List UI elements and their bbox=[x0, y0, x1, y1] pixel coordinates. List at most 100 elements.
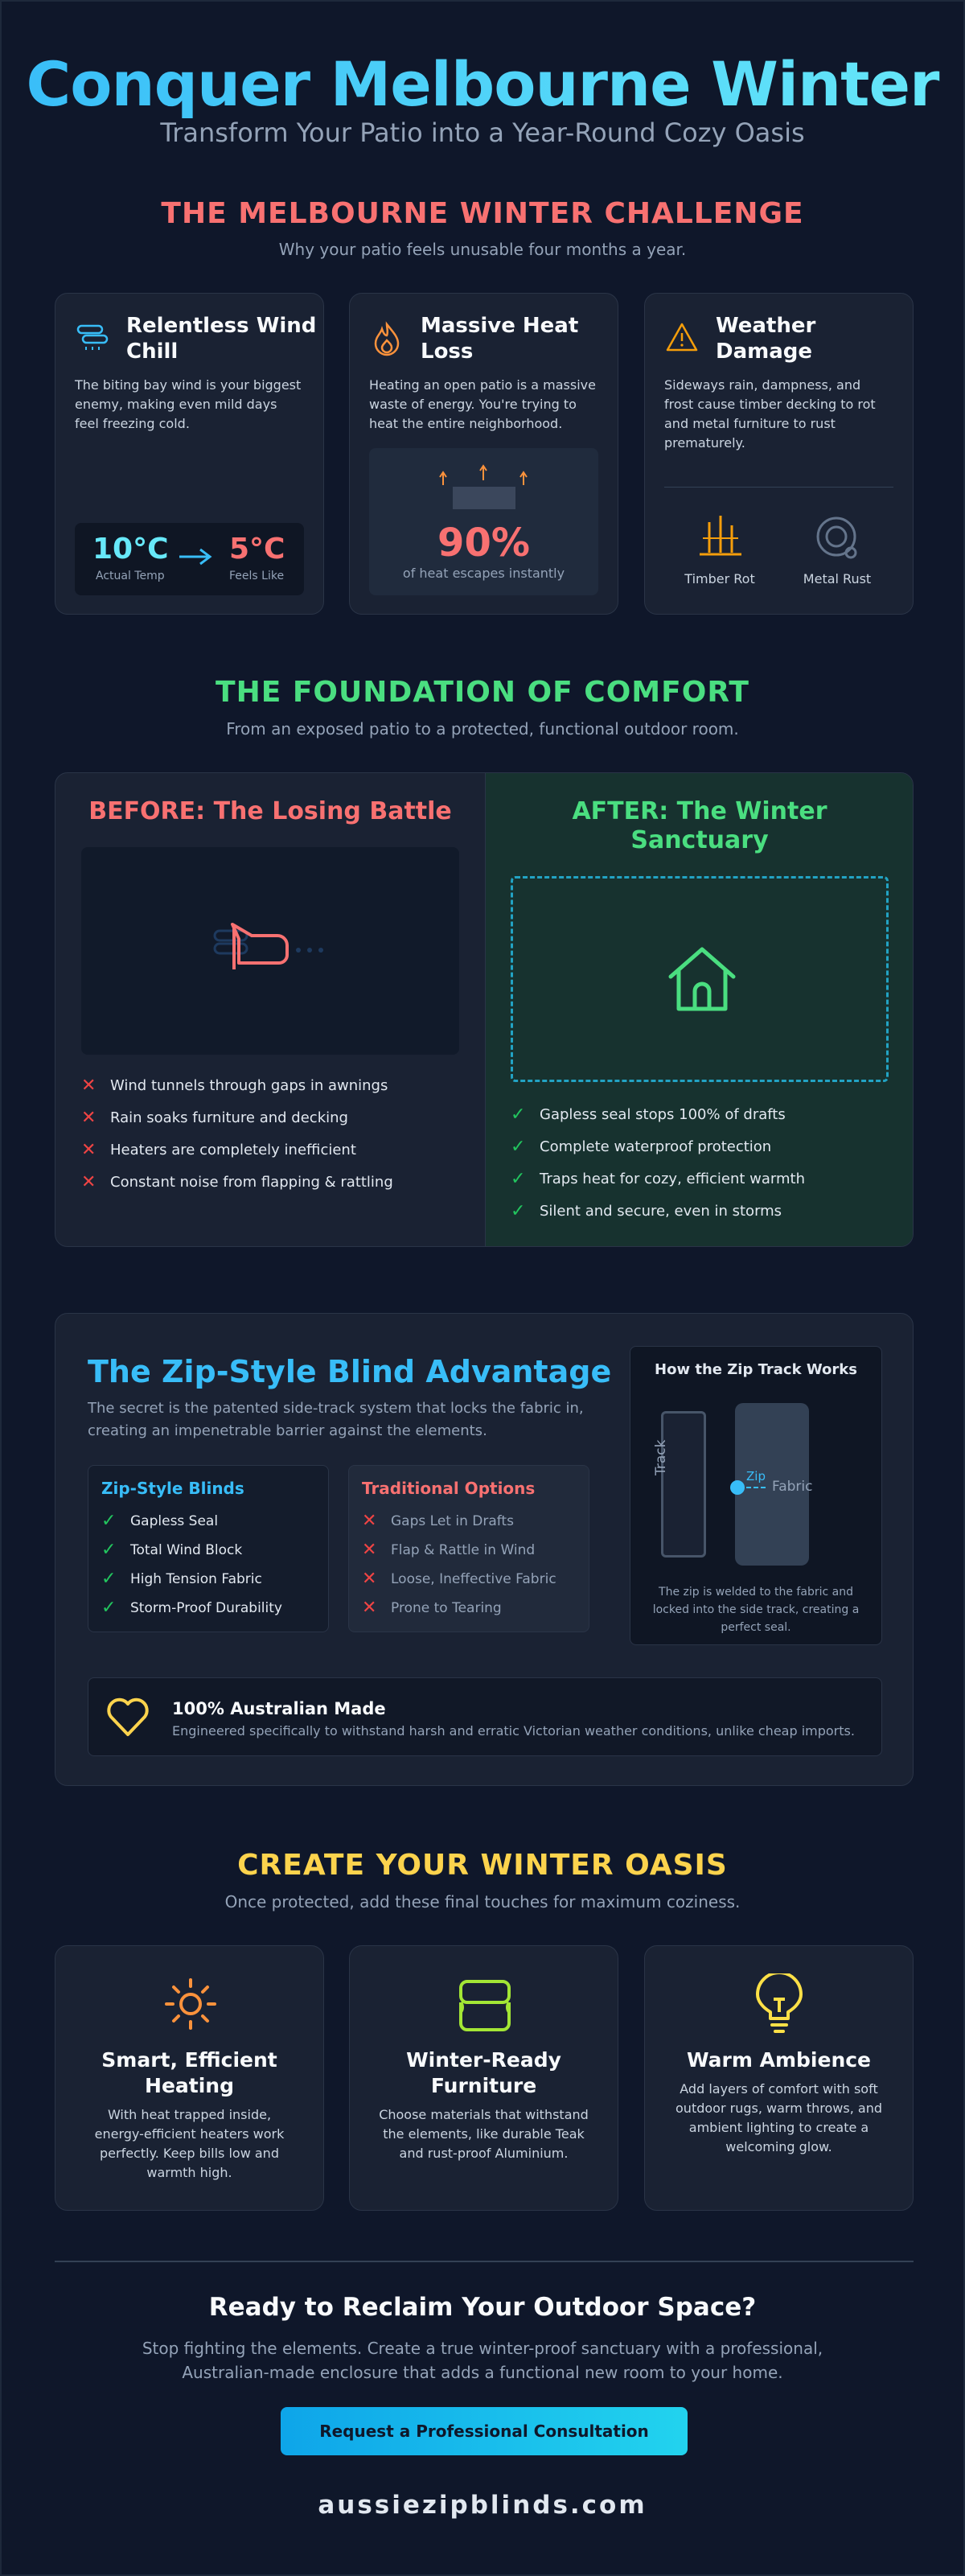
after-item: ✓ Complete waterproof protection bbox=[511, 1137, 772, 1157]
zip-item: ✓ Gapless Seal bbox=[101, 1511, 219, 1531]
after-title: AFTER: The Winter Sanctuary bbox=[572, 797, 827, 854]
trad-item: ✕ Loose, Ineffective Fabric bbox=[362, 1569, 556, 1589]
zip-style-list: Zip-Style Blinds ✓ Gapless Seal ✓ Total Wi… bbox=[88, 1465, 329, 1632]
warning-icon bbox=[666, 323, 698, 352]
wind-icon bbox=[76, 324, 109, 350]
temp-comparison: 10°C Actual Temp 5°C Feels Like bbox=[75, 523, 304, 595]
card-text: The biting bay wind is your biggest enemy… bbox=[75, 377, 302, 431]
oasis-subtitle: Once protected, add these final touches … bbox=[224, 1892, 741, 1911]
after-item: ✓ Silent and secure, even in storms bbox=[511, 1201, 782, 1221]
check-icon: ✓ bbox=[101, 1598, 117, 1618]
cta-text: Stop fighting the elements. Create a tru… bbox=[142, 2339, 823, 2382]
hero-subtitle: Transform Your Patio into a Year-Round C… bbox=[160, 117, 805, 148]
card-title: Relentless Wind Chill bbox=[126, 314, 317, 364]
zip-item: ✓ Storm-Proof Durability bbox=[101, 1598, 282, 1618]
heat-stat-box: 90% of heat escapes instantly bbox=[369, 448, 598, 595]
zip-connector bbox=[746, 1487, 766, 1488]
sun-icon bbox=[165, 1978, 216, 2030]
track-diagram-title: How the Zip Track Works bbox=[655, 1361, 857, 1378]
wind-chill-card: Relentless Wind Chill The biting bay wind… bbox=[55, 293, 324, 615]
x-icon: ✕ bbox=[81, 1172, 96, 1192]
heating-card: Smart, Efficient Heating With heat trappe… bbox=[55, 1945, 324, 2211]
heat-loss-stat: 90% bbox=[437, 521, 530, 566]
check-icon: ✓ bbox=[101, 1540, 117, 1560]
check-icon: ✓ bbox=[101, 1569, 117, 1589]
cta-title: Ready to Reclaim Your Outdoor Space? bbox=[208, 2293, 757, 2322]
trad-item: ✕ Gaps Let in Drafts bbox=[362, 1511, 514, 1531]
zip-dot bbox=[730, 1480, 745, 1495]
zip-label: Zip bbox=[746, 1469, 766, 1483]
furniture-card: Winter-Ready Furniture Choose materials t… bbox=[349, 1945, 618, 2211]
check-icon: ✓ bbox=[101, 1511, 117, 1531]
website-domain[interactable]: aussiezipblinds.com bbox=[318, 2491, 647, 2520]
x-icon: ✕ bbox=[362, 1598, 377, 1618]
after-illustration bbox=[511, 876, 889, 1082]
card-title: Winter-Ready Furniture bbox=[406, 2048, 561, 2097]
arrow-right-icon bbox=[179, 548, 212, 566]
before-after-panel: BEFORE: The Losing Battle ✕ Wind tunnels … bbox=[55, 772, 914, 1247]
hero-title: Conquer Melbourne Winter bbox=[2, 48, 963, 120]
feels-like-temp: 5°C bbox=[229, 533, 285, 566]
advantage-text: The secret is the patented side-track sy… bbox=[88, 1400, 584, 1439]
x-icon: ✕ bbox=[81, 1140, 96, 1160]
before-item: ✕ Rain soaks furniture and decking bbox=[81, 1108, 348, 1128]
track-shape bbox=[661, 1411, 706, 1558]
x-icon: ✕ bbox=[81, 1108, 96, 1128]
check-icon: ✓ bbox=[511, 1137, 526, 1157]
zip-item: ✓ High Tension Fabric bbox=[101, 1569, 262, 1589]
advantage-title: The Zip-Style Blind Advantage bbox=[88, 1354, 612, 1389]
card-title: Smart, Efficient Heating bbox=[101, 2048, 277, 2097]
track-caption: The zip is welded to the fabric and locke… bbox=[652, 1586, 860, 1634]
before-item: ✕ Heaters are completely inefficient bbox=[81, 1140, 356, 1160]
house-icon bbox=[668, 947, 736, 1011]
card-title: Warm Ambience bbox=[686, 2048, 872, 2072]
heat-loss-card: Massive Heat Loss Heating an open patio i… bbox=[349, 293, 618, 615]
australian-made-banner: 100% Australian Made Engineered specific… bbox=[88, 1677, 882, 1756]
traditional-list: Traditional Options ✕ Gaps Let in Drafts … bbox=[348, 1465, 589, 1632]
fabric-label: Fabric bbox=[772, 1479, 813, 1495]
before-title: BEFORE: The Losing Battle bbox=[88, 797, 452, 825]
heat-escape-icon bbox=[439, 464, 528, 509]
australian-made-title: 100% Australian Made bbox=[172, 1699, 386, 1718]
section-divider bbox=[55, 2261, 914, 2262]
check-icon: ✓ bbox=[511, 1105, 526, 1125]
challenge-title: THE MELBOURNE WINTER CHALLENGE bbox=[161, 197, 804, 230]
zip-list-title: Zip-Style Blinds bbox=[101, 1479, 244, 1498]
request-consultation-button[interactable]: Request a Professional Consultation bbox=[281, 2407, 688, 2455]
after-item: ✓ Traps heat for cozy, efficient warmth bbox=[511, 1169, 805, 1189]
card-title: Massive Heat Loss bbox=[421, 314, 579, 364]
ambience-card: Warm Ambience Add layers of comfort with… bbox=[644, 1945, 914, 2211]
track-label: Track bbox=[653, 1439, 669, 1475]
zip-item: ✓ Total Wind Block bbox=[101, 1540, 243, 1560]
actual-temp-label: Actual Temp bbox=[96, 570, 165, 582]
check-icon: ✓ bbox=[511, 1201, 526, 1221]
zip-track-diagram: How the Zip Track Works Track Zip Fabric… bbox=[630, 1346, 882, 1645]
feels-like-label: Feels Like bbox=[229, 570, 285, 582]
weather-damage-card: Weather Damage Sideways rain, dampness, a… bbox=[644, 293, 914, 615]
before-item: ✕ Constant noise from flapping & rattling bbox=[81, 1172, 393, 1192]
actual-temp: 10°C bbox=[92, 533, 169, 566]
foundation-subtitle: From an exposed patio to a protected, fu… bbox=[226, 719, 739, 739]
oasis-title: CREATE YOUR WINTER OASIS bbox=[237, 1849, 728, 1882]
x-icon: ✕ bbox=[81, 1076, 96, 1096]
card-text: Add layers of comfort with soft outdoor r… bbox=[676, 2081, 882, 2154]
trad-item: ✕ Flap & Rattle in Wind bbox=[362, 1540, 536, 1560]
card-text: Heating an open patio is a massive waste … bbox=[369, 377, 596, 431]
x-icon: ✕ bbox=[362, 1540, 377, 1560]
lightbulb-icon bbox=[756, 1973, 803, 2033]
timber-rot-label: Timber Rot bbox=[684, 571, 755, 586]
check-icon: ✓ bbox=[511, 1169, 526, 1189]
flapping-blind-icon bbox=[213, 923, 323, 969]
before-item: ✕ Wind tunnels through gaps in awnings bbox=[81, 1076, 388, 1096]
metal-rust-label: Metal Rust bbox=[803, 571, 872, 586]
card-text: With heat trapped inside, energy-efficien… bbox=[94, 2107, 285, 2180]
advantage-panel: The Zip-Style Blind Advantage The secret… bbox=[55, 1313, 914, 1786]
flame-icon bbox=[374, 321, 400, 356]
australian-made-text: Engineered specifically to withstand har… bbox=[172, 1723, 855, 1739]
panel-divider bbox=[485, 773, 486, 1246]
x-icon: ✕ bbox=[362, 1569, 377, 1589]
after-item: ✓ Gapless seal stops 100% of drafts bbox=[511, 1105, 786, 1125]
heart-icon bbox=[107, 1697, 149, 1736]
metal-rust-icon bbox=[816, 516, 857, 559]
